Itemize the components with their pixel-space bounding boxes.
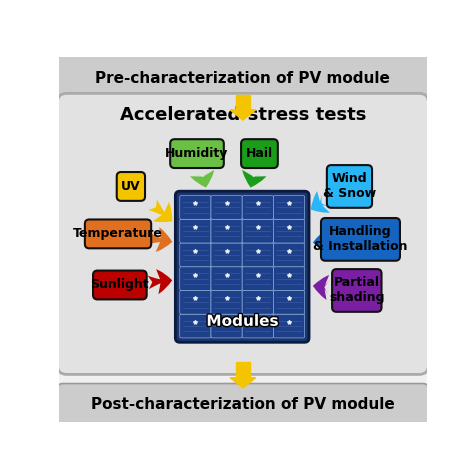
FancyBboxPatch shape (273, 196, 305, 219)
FancyBboxPatch shape (180, 314, 211, 338)
FancyBboxPatch shape (93, 271, 146, 300)
FancyBboxPatch shape (273, 219, 305, 243)
FancyBboxPatch shape (242, 314, 273, 338)
FancyBboxPatch shape (321, 218, 400, 261)
FancyBboxPatch shape (242, 267, 273, 291)
FancyBboxPatch shape (57, 383, 428, 426)
FancyBboxPatch shape (180, 267, 211, 291)
FancyBboxPatch shape (332, 269, 382, 312)
Text: Hail: Hail (246, 147, 273, 160)
FancyBboxPatch shape (175, 191, 309, 342)
FancyBboxPatch shape (242, 291, 273, 314)
FancyBboxPatch shape (180, 243, 211, 267)
Text: Sunlight: Sunlight (91, 279, 149, 292)
FancyBboxPatch shape (180, 291, 211, 314)
Text: Post-characterization of PV module: Post-characterization of PV module (91, 397, 395, 412)
FancyBboxPatch shape (57, 93, 428, 374)
FancyBboxPatch shape (57, 55, 428, 100)
Polygon shape (230, 110, 256, 120)
FancyBboxPatch shape (242, 196, 273, 219)
FancyBboxPatch shape (180, 219, 211, 243)
FancyBboxPatch shape (273, 267, 305, 291)
Text: Humidity: Humidity (165, 147, 228, 160)
FancyBboxPatch shape (273, 291, 305, 314)
FancyBboxPatch shape (242, 243, 273, 267)
Text: Partial
shading: Partial shading (329, 276, 384, 304)
FancyBboxPatch shape (241, 139, 278, 168)
Polygon shape (230, 378, 256, 388)
FancyBboxPatch shape (242, 219, 273, 243)
FancyBboxPatch shape (211, 219, 242, 243)
FancyBboxPatch shape (211, 291, 242, 314)
Text: Wind
& Snow: Wind & Snow (323, 173, 376, 201)
Text: Temperature: Temperature (73, 228, 163, 240)
FancyBboxPatch shape (327, 165, 372, 208)
FancyBboxPatch shape (211, 243, 242, 267)
Text: Accelerated-stress tests: Accelerated-stress tests (120, 106, 366, 124)
FancyBboxPatch shape (211, 267, 242, 291)
FancyBboxPatch shape (117, 172, 145, 201)
Text: Handling
& Installation: Handling & Installation (313, 225, 408, 254)
FancyBboxPatch shape (211, 314, 242, 338)
Text: Modules: Modules (206, 314, 278, 329)
Text: UV: UV (121, 180, 141, 193)
FancyBboxPatch shape (170, 139, 224, 168)
Bar (236, 362, 250, 378)
FancyBboxPatch shape (211, 196, 242, 219)
FancyBboxPatch shape (273, 314, 305, 338)
FancyBboxPatch shape (85, 219, 151, 248)
FancyBboxPatch shape (273, 243, 305, 267)
Bar (236, 95, 250, 110)
FancyBboxPatch shape (180, 196, 211, 219)
Text: Pre-characterization of PV module: Pre-characterization of PV module (95, 71, 391, 85)
